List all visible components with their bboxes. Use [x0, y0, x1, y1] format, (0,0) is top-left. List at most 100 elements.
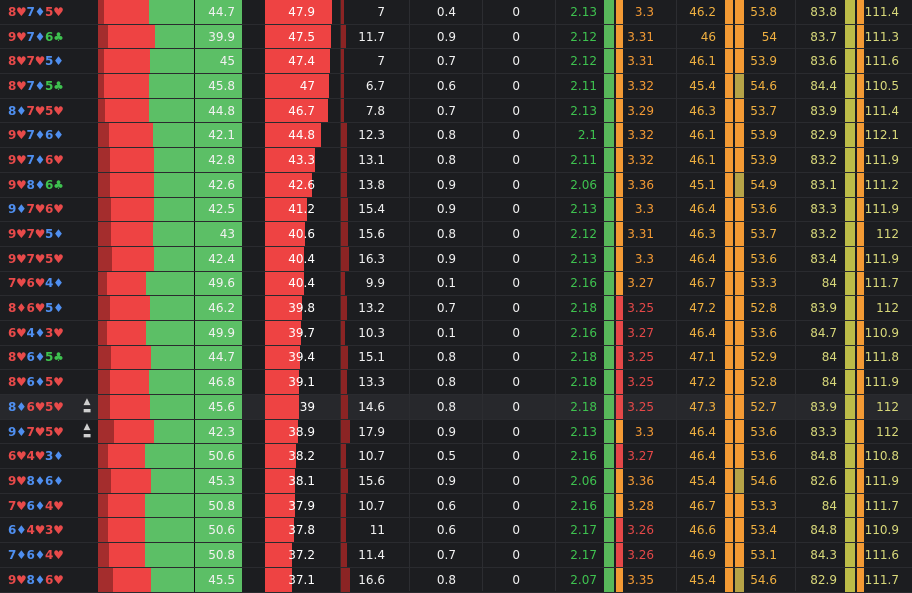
table-row[interactable]: 8♦ 7♥ 5♥ 44.8 46.7 7.8 0.7 0 2.13 3.29 46.3 53.7 83.… — [0, 98, 912, 124]
table-row[interactable]: 6♥ 4♦ 3♥ 49.9 39.7 10.3 0.1 0 2.16 3.27 46.4 53.6 84… — [0, 320, 912, 346]
table-row[interactable]: 9♥ 7♥ 5♥ 42.4 40.4 16.3 0.9 0 2.13 3.3 46.4 53.6 83.… — [0, 246, 912, 272]
ev-value-text: 41.2 — [288, 202, 315, 217]
split-bar-left — [725, 172, 733, 197]
hand-card: 6♣ — [45, 29, 64, 44]
split-bar-left — [725, 74, 733, 98]
ratio-bar-secondary — [616, 271, 623, 296]
ratio-value: 2.13 — [570, 4, 597, 19]
ratio-value: 2.16 — [570, 498, 597, 513]
ev-bar — [265, 419, 345, 444]
range-low-value: 84 — [821, 276, 837, 291]
table-row[interactable]: 9♥ 8♦ 6♦ 45.3 38.1 15.6 0.9 0 2.06 3.36 45.4 54.6 82… — [0, 469, 912, 494]
split-left-value: 46.2 — [689, 4, 716, 19]
hand-card: 9♥ — [8, 177, 27, 192]
table-row[interactable]: 8♥ 7♥ 5♦ 45 47.4 7 0.7 0 2.12 3.31 46.1 53.9 83.6 111… — [0, 49, 912, 75]
range-low-value: 84.3 — [810, 547, 837, 562]
fold-value: 15.1 — [358, 350, 385, 365]
table-row[interactable]: 9♥ 8♦ 6♣ 42.6 42.6 13.8 0.9 0 2.06 3.36 45.1 54.9 83… — [0, 172, 912, 198]
range-bar-accent — [857, 74, 864, 98]
column-separator — [340, 172, 341, 197]
table-row[interactable]: 7♥ 6♦ 4♥ 50.8 37.9 10.7 0.6 0 2.16 3.28 46.7 53.3 84… — [0, 493, 912, 519]
strategy-icon[interactable]: ▲ — [83, 421, 91, 432]
equity-bar-red — [111, 345, 151, 370]
table-row[interactable]: 8♥ 7♦ 5♣ 45.8 47 6.7 0.6 0 2.11 3.32 45.4 54.6 84.4 1… — [0, 74, 912, 99]
equity-value-text: 42.8 — [208, 152, 235, 167]
equity-value-text: 50.6 — [208, 449, 235, 464]
ratio-value: 2.12 — [570, 227, 597, 242]
range-low-value: 84 — [821, 498, 837, 513]
ratio-bar-green — [604, 172, 614, 197]
hand-card: 6♥ — [26, 399, 46, 414]
equity-value-text: 43 — [219, 227, 235, 242]
ev-bar-fill — [265, 74, 329, 98]
equity-value: 50.6 — [194, 518, 242, 543]
range-high-value: 111.9 — [864, 473, 899, 488]
equity-bar-green — [152, 123, 194, 148]
secondary-value: 3.3 — [634, 251, 654, 266]
table-row[interactable]: 9♦ 7♥ 6♥ 42.5 41.2 15.4 0.9 0 2.13 3.3 46.4 53.6 83.… — [0, 197, 912, 223]
controller-icon[interactable]: ▬ — [82, 405, 92, 416]
column-separator — [340, 395, 341, 419]
table-row[interactable]: 8♥ 7♦ 5♥ 44.7 47.9 7 0.4 0 2.13 3.3 46.2 53.8 83.8 11… — [0, 0, 912, 25]
hand-card: 6♦ — [26, 350, 46, 365]
hand-card: 4♥ — [26, 523, 46, 538]
strategy-icon[interactable]: ▲ — [83, 396, 91, 407]
fold-bar — [340, 296, 348, 320]
table-row[interactable]: 9♦ 7♥ 5♥ ▲ ▬ 42.3 38.9 17.9 0.9 0 2.13 3.3 46.4 53.6 8… — [0, 419, 912, 445]
ratio-bar-secondary — [616, 320, 623, 345]
ratio-value: 2.12 — [570, 54, 597, 69]
range-bar-accent — [857, 320, 864, 345]
table-row[interactable]: 7♥ 6♥ 4♦ 49.6 40.4 9.9 0.1 0 2.16 3.27 46.7 53.3 84 1… — [0, 271, 912, 297]
table-row[interactable]: 6♦ 4♥ 3♥ 50.6 37.8 11 0.6 0 2.17 3.26 46.6 53.4 84.8… — [0, 518, 912, 544]
table-row[interactable]: 8♥ 6♦ 5♥ 46.8 39.1 13.3 0.8 0 2.18 3.25 47.2 52.8 84… — [0, 370, 912, 395]
zero-value: 0 — [512, 350, 520, 365]
equity-bar — [98, 172, 194, 197]
hand-card: 6♦ — [8, 523, 27, 538]
ev-bar — [265, 222, 345, 246]
fold-value: 13.1 — [358, 152, 385, 167]
table-row[interactable]: 9♥ 8♦ 6♥ 45.5 37.1 16.6 0.8 0 2.07 3.35 45.4 54.6 82… — [0, 567, 912, 593]
controller-icon[interactable]: ▬ — [82, 430, 92, 441]
table-row[interactable]: 9♥ 7♦ 6♦ 42.1 44.8 12.3 0.8 0 2.1 3.32 46.1 53.9 82.… — [0, 123, 912, 149]
split-right-value: 53.7 — [750, 103, 777, 118]
range-high-value: 111.7 — [864, 498, 899, 513]
range-high-value: 112 — [876, 399, 899, 414]
fold-value: 10.7 — [358, 498, 385, 513]
table-row[interactable]: 8♥ 6♦ 5♣ 44.7 39.4 15.1 0.8 0 2.18 3.25 47.1 52.9 84… — [0, 345, 912, 371]
table-row[interactable]: 9♥ 7♦ 6♥ 42.8 43.3 13.1 0.8 0 2.11 3.32 46.1 53.9 83… — [0, 148, 912, 173]
equity-value-text: 49.9 — [208, 325, 235, 340]
ratio-bar-secondary — [616, 74, 623, 98]
ratio-bar-green — [604, 543, 614, 567]
ev-value-text: 38.9 — [288, 424, 315, 439]
hand-card: 5♦ — [45, 301, 64, 316]
equity-value: 45.3 — [194, 469, 242, 493]
ev-value: 44.8 — [265, 123, 315, 147]
zero-value: 0 — [512, 523, 520, 538]
equity-bar-red — [111, 222, 153, 246]
equity-value: 42.3 — [194, 419, 242, 444]
range-bar-accent — [857, 271, 864, 296]
equity-bar-red — [106, 320, 146, 345]
range-low-value: 84.4 — [810, 78, 837, 93]
ratio-value: 2.16 — [570, 325, 597, 340]
stat-value: 0.8 — [436, 572, 456, 587]
equity-bar-dark — [98, 0, 104, 24]
ev-bar-fill — [265, 493, 295, 518]
split-bar-right — [735, 320, 744, 345]
split-bar-left — [725, 222, 733, 246]
equity-bar-green — [148, 0, 194, 24]
table-row[interactable]: 9♥ 7♦ 6♣ 39.9 47.5 11.7 0.9 0 2.12 3.31 46 54 83.7 11… — [0, 24, 912, 50]
table-row[interactable]: 8♦ 6♥ 5♥ ▲ ▬ 45.6 39 14.6 0.8 0 2.18 3.25 47.3 52.7 83… — [0, 395, 912, 420]
equity-bar-red — [107, 24, 155, 49]
table-row[interactable]: 9♥ 7♥ 5♦ 43 40.6 15.6 0.8 0 2.12 3.31 46.3 53.7 83.2… — [0, 222, 912, 247]
stat-value: 0.6 — [436, 498, 456, 513]
equity-value: 50.8 — [194, 493, 242, 518]
ratio-bar-secondary — [616, 0, 623, 24]
table-row[interactable]: 7♦ 6♦ 4♥ 50.8 37.2 11.4 0.7 0 2.17 3.26 46.9 53.1 84… — [0, 543, 912, 568]
table-row[interactable]: 6♥ 4♥ 3♦ 50.6 38.2 10.7 0.5 0 2.16 3.27 46.4 53.6 84… — [0, 444, 912, 470]
table-row[interactable]: 8♦ 6♥ 5♦ 46.2 39.8 13.2 0.7 0 2.18 3.25 47.2 52.8 83… — [0, 296, 912, 321]
ev-bar — [265, 567, 345, 592]
secondary-value: 3.29 — [627, 103, 654, 118]
hand-card: 5♥ — [45, 251, 64, 266]
column-separator — [340, 98, 341, 123]
